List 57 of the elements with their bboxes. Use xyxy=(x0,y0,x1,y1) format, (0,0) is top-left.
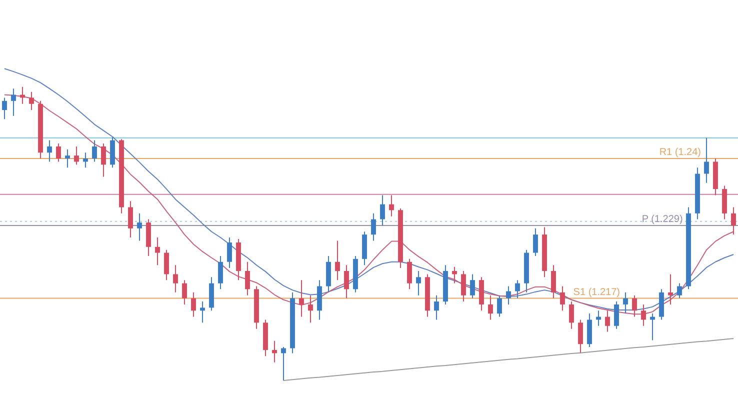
candlestick xyxy=(272,340,277,363)
candlestick xyxy=(560,286,565,312)
candlestick xyxy=(452,266,457,284)
ref-line-label: P (1.229) xyxy=(642,214,683,226)
candlestick xyxy=(218,255,223,290)
candlestick xyxy=(677,282,682,299)
candlestick xyxy=(335,240,340,281)
candlestick xyxy=(92,140,97,162)
candlestick xyxy=(731,206,736,236)
candlestick xyxy=(308,294,313,324)
candlestick xyxy=(641,304,646,326)
candlestick xyxy=(533,228,538,256)
candlestick xyxy=(623,292,628,314)
candlestick xyxy=(65,148,70,168)
candlestick xyxy=(569,301,574,330)
candlestick xyxy=(29,91,34,111)
candlestick xyxy=(551,264,556,299)
candlestick xyxy=(200,301,205,324)
candlestick xyxy=(704,137,709,184)
candlestick xyxy=(56,143,61,162)
candlestick xyxy=(191,292,196,318)
candlestick xyxy=(380,194,385,226)
candlestick xyxy=(2,97,7,120)
candlestick xyxy=(137,212,142,242)
ref-line-label: R1 (1.24) xyxy=(659,147,702,158)
candlestick xyxy=(74,146,79,166)
candlestick xyxy=(182,280,187,305)
candlestick xyxy=(245,261,250,296)
candlestick xyxy=(83,152,88,168)
candlestick xyxy=(434,294,439,320)
candlestick xyxy=(488,294,493,320)
candlestick xyxy=(632,294,637,318)
candlestick xyxy=(371,212,376,242)
candlestick xyxy=(416,270,421,296)
candlestick xyxy=(506,286,511,305)
candlestick xyxy=(173,264,178,293)
candlestick xyxy=(299,280,304,318)
candlestick xyxy=(515,280,520,299)
candlestick xyxy=(101,143,106,178)
ref-line-label: S1 (1.217) xyxy=(573,287,620,298)
candlestick xyxy=(578,319,583,354)
candlestick xyxy=(389,194,394,217)
candlestick xyxy=(164,249,169,281)
candlestick xyxy=(497,294,502,318)
candlestick xyxy=(155,236,160,266)
candlestick xyxy=(461,270,466,302)
candlestick xyxy=(128,200,133,238)
candlestick xyxy=(668,274,673,305)
candlestick xyxy=(227,236,232,269)
candlestick xyxy=(344,264,349,299)
candlestick xyxy=(605,310,610,332)
candlestick xyxy=(11,88,16,116)
candlestick xyxy=(47,140,52,162)
candlestick xyxy=(281,346,286,382)
candlestick xyxy=(470,274,475,299)
candlestick xyxy=(614,301,619,330)
candlestick xyxy=(407,258,412,290)
